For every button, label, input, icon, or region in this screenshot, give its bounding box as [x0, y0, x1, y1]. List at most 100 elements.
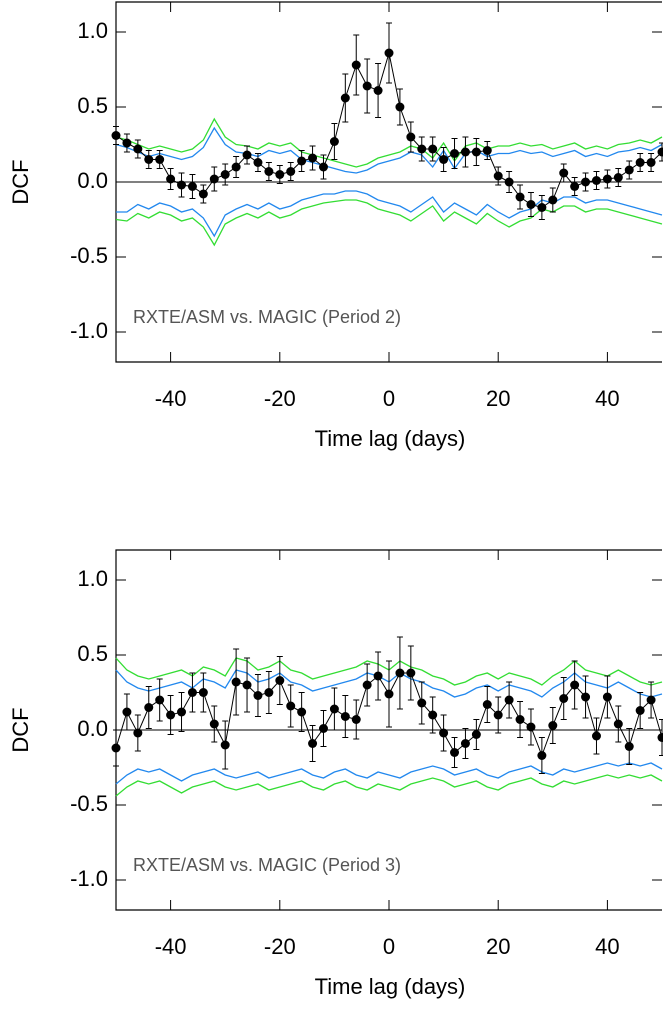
data-point	[210, 720, 219, 729]
data-point	[297, 708, 306, 717]
data-point	[559, 694, 568, 703]
data-point	[374, 672, 383, 681]
data-point	[472, 730, 481, 739]
annotation: RXTE/ASM vs. MAGIC (Period 2)	[133, 307, 401, 327]
significance-band	[116, 775, 662, 796]
data-point	[297, 157, 306, 166]
data-point	[636, 706, 645, 715]
x-tick-label: -40	[155, 934, 187, 959]
data-point	[352, 715, 361, 724]
x-tick-label: 20	[486, 386, 510, 411]
x-tick-label: 40	[595, 386, 619, 411]
data-point	[308, 739, 317, 748]
y-axis-label: DCF	[8, 707, 33, 752]
data-point	[385, 49, 394, 58]
data-point	[548, 721, 557, 730]
data-point	[537, 203, 546, 212]
data-point	[199, 190, 208, 199]
data-point	[581, 693, 590, 702]
data-point	[243, 681, 252, 690]
data-point	[232, 678, 241, 687]
data-point	[483, 700, 492, 709]
data-point	[592, 176, 601, 185]
x-axis-label: Time lag (days)	[315, 426, 466, 451]
data-point	[537, 751, 546, 760]
data-point	[352, 61, 361, 70]
data-point	[548, 196, 557, 205]
x-tick-label: 0	[383, 934, 395, 959]
x-tick-label: 40	[595, 934, 619, 959]
data-point	[275, 676, 284, 685]
annotation: RXTE/ASM vs. MAGIC (Period 3)	[133, 855, 401, 875]
data-point	[406, 669, 415, 678]
data-point	[363, 82, 372, 91]
data-point	[319, 163, 328, 172]
significance-band	[116, 128, 662, 173]
data-point	[330, 137, 339, 146]
data-point	[614, 720, 623, 729]
y-tick-label: 0.0	[77, 716, 108, 741]
data-point	[450, 748, 459, 757]
data-point	[647, 158, 656, 167]
data-point	[275, 170, 284, 179]
x-tick-label: -20	[264, 934, 296, 959]
data-point	[232, 163, 241, 172]
data-point	[264, 688, 273, 697]
data-point	[188, 688, 197, 697]
data-point	[155, 155, 164, 164]
y-tick-label: 1.0	[77, 566, 108, 591]
data-point	[570, 681, 579, 690]
data-point	[450, 149, 459, 158]
y-tick-label: -0.5	[70, 243, 108, 268]
data-point	[625, 742, 634, 751]
data-point	[516, 715, 525, 724]
data-point	[243, 151, 252, 160]
data-point	[341, 712, 350, 721]
data-point	[221, 170, 230, 179]
data-point	[395, 103, 404, 112]
data-point	[472, 148, 481, 157]
data-point	[592, 732, 601, 741]
data-point	[461, 739, 470, 748]
data-point	[122, 708, 131, 717]
data-point	[177, 181, 186, 190]
data-point	[516, 193, 525, 202]
data-point	[363, 681, 372, 690]
x-tick-label: -40	[155, 386, 187, 411]
data-point	[570, 182, 579, 191]
data-point	[505, 696, 514, 705]
significance-band	[116, 763, 662, 784]
data-point	[505, 178, 514, 187]
data-point	[286, 167, 295, 176]
data-point	[439, 155, 448, 164]
data-point	[658, 733, 663, 742]
data-point	[406, 133, 415, 142]
data-point	[112, 744, 121, 753]
y-tick-label: 0.0	[77, 168, 108, 193]
data-point	[133, 729, 142, 738]
data-point	[122, 139, 131, 148]
data-point	[330, 705, 339, 714]
data-point	[439, 729, 448, 738]
y-tick-label: 1.0	[77, 18, 108, 43]
data-point	[144, 703, 153, 712]
data-point	[144, 155, 153, 164]
y-tick-label: -0.5	[70, 791, 108, 816]
data-point	[494, 172, 503, 181]
significance-band	[116, 119, 662, 167]
data-point	[526, 200, 535, 209]
y-tick-label: 0.5	[77, 93, 108, 118]
data-point	[636, 158, 645, 167]
data-point	[177, 708, 186, 717]
y-tick-label: -1.0	[70, 318, 108, 343]
x-tick-label: 20	[486, 934, 510, 959]
data-point	[625, 166, 634, 175]
data-point	[461, 148, 470, 157]
data-point	[210, 175, 219, 184]
data-point	[264, 167, 273, 176]
data-point	[395, 669, 404, 678]
data-point	[133, 145, 142, 154]
data-point	[647, 696, 656, 705]
significance-band	[116, 191, 662, 236]
